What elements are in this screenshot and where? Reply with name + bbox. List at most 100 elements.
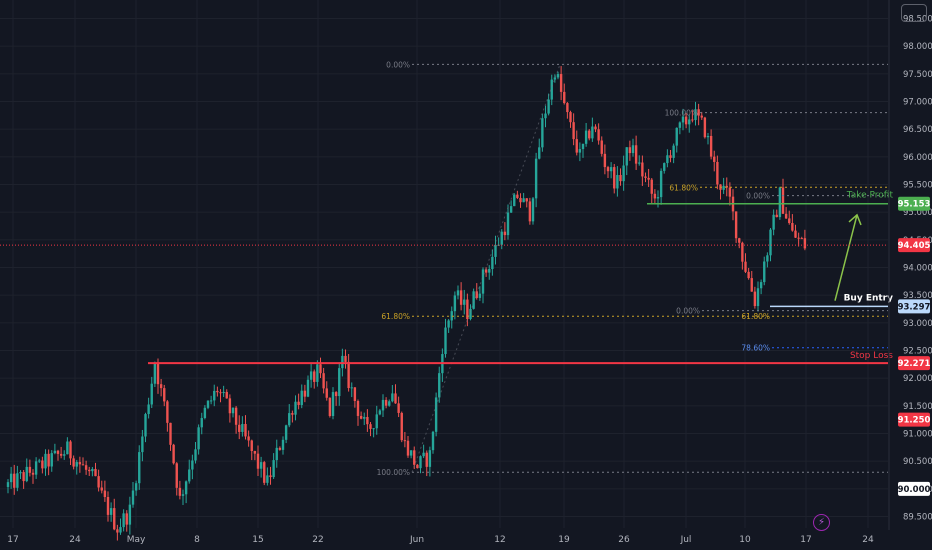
- candle-body: [606, 167, 610, 172]
- candle-body: [97, 476, 100, 488]
- lightning-icon[interactable]: ⚡: [813, 514, 830, 531]
- candle-body: [628, 147, 632, 154]
- candle-body: [250, 440, 253, 452]
- candle-body: [238, 424, 241, 432]
- candle-body: [225, 391, 228, 399]
- candle-body: [513, 194, 516, 207]
- stop-loss-badge: 92.271: [898, 359, 931, 369]
- candle-body: [525, 198, 528, 202]
- candle-body: [366, 416, 369, 425]
- candle-body: [734, 211, 738, 239]
- price-tick-label: 91.000: [903, 430, 932, 440]
- candle-body: [600, 140, 603, 154]
- candle-body: [450, 311, 453, 321]
- candle-body: [84, 465, 88, 470]
- candle-body: [259, 462, 263, 469]
- candle-body: [484, 269, 488, 273]
- candle-body: [672, 145, 675, 158]
- candle-body: [631, 145, 635, 154]
- candle-body: [72, 458, 75, 467]
- stop-loss-badge-bg: [898, 356, 930, 371]
- candle-body: [444, 327, 447, 355]
- candle-body: [775, 214, 778, 218]
- candle-body: [200, 418, 203, 428]
- candle-body: [294, 401, 297, 415]
- time-tick-label: 10: [739, 535, 751, 545]
- candle-body: [191, 460, 194, 470]
- time-tick-label: Jul: [680, 535, 692, 545]
- time-tick-label: Jun: [409, 535, 424, 545]
- price-tick-label: 98.500: [903, 15, 932, 25]
- time-tick-label: 22: [312, 535, 323, 545]
- candle-body: [281, 439, 285, 450]
- candle-body: [50, 453, 53, 467]
- candle-body: [122, 513, 125, 528]
- candle-body: [306, 379, 310, 397]
- candle-body: [556, 74, 560, 78]
- candle-body: [291, 413, 294, 415]
- candle-body: [241, 423, 244, 432]
- candle-body: [19, 472, 22, 474]
- candle-body: [575, 139, 578, 153]
- candle-body: [338, 368, 341, 397]
- candle-body: [38, 460, 41, 462]
- candle-body: [59, 453, 63, 456]
- candle-body: [31, 472, 35, 475]
- fib-label: 0.00%: [676, 307, 700, 316]
- candle-body: [166, 401, 169, 423]
- candle-body: [216, 390, 219, 393]
- candle-body: [669, 155, 672, 158]
- candle-body: [272, 460, 275, 478]
- candle-body: [81, 464, 85, 466]
- candle-body: [738, 238, 741, 243]
- candle-body: [34, 461, 38, 475]
- candle-body: [188, 469, 191, 482]
- candle-body: [625, 147, 628, 166]
- candle-body: [488, 269, 491, 273]
- candle-body: [288, 413, 291, 426]
- candle-body: [419, 456, 422, 469]
- candle-body: [766, 255, 769, 262]
- take-profit-badge: 95.153: [898, 200, 931, 210]
- candle-body: [697, 109, 700, 116]
- candle-body: [650, 179, 653, 194]
- candle-body: [584, 130, 588, 144]
- time-tick-label: 19: [558, 535, 570, 545]
- candle-body: [534, 158, 538, 199]
- candle-body: [638, 162, 641, 164]
- candle-body: [588, 130, 591, 139]
- candle-body: [566, 103, 569, 113]
- candle-body: [506, 212, 510, 236]
- candle-body: [800, 238, 803, 240]
- price-tick-label: 97.500: [903, 70, 932, 80]
- candle-body: [500, 231, 503, 245]
- candle-body: [178, 487, 182, 496]
- candle-body: [347, 361, 350, 389]
- target-arrow-head: [848, 213, 862, 226]
- candle-body: [100, 487, 103, 491]
- candle-body: [334, 392, 338, 397]
- fib-label: 100.00%: [665, 109, 698, 118]
- candle-body: [478, 293, 482, 298]
- candle-body: [416, 464, 419, 469]
- candle-body: [688, 119, 691, 125]
- fib-levels: 0.00% 61.80% 100.00% 100.00% 61.80% 0.00% 0.00…: [377, 60, 888, 477]
- price-tick-label: 96.000: [903, 153, 932, 163]
- candle-body: [109, 508, 113, 515]
- candle-body: [594, 126, 597, 130]
- candle-body: [778, 187, 782, 218]
- candle-body: [675, 127, 678, 146]
- candle-body: [22, 472, 25, 482]
- candle-body: [741, 242, 744, 262]
- candle-body: [700, 115, 703, 118]
- candle-body: [681, 116, 685, 123]
- candle-body: [153, 363, 157, 384]
- fib-label: 0.00%: [746, 192, 770, 201]
- chart-settings-button[interactable]: [901, 4, 927, 22]
- fib-label: 61.80%: [669, 183, 698, 192]
- candle-body: [397, 403, 400, 413]
- candle-body: [503, 231, 507, 236]
- candle-body: [616, 175, 619, 189]
- price-tick-label: 90.500: [903, 457, 932, 467]
